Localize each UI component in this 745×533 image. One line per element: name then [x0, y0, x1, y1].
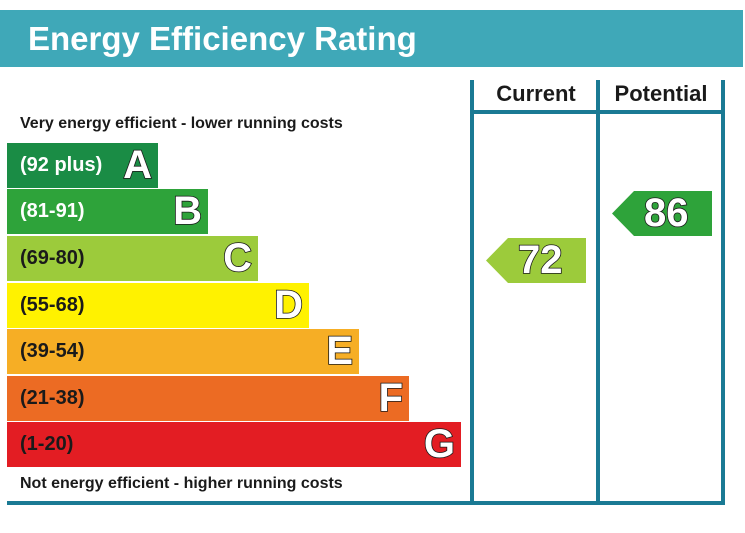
band-g: (1-20) G [7, 421, 461, 467]
band-d: (55-68) D [7, 282, 309, 328]
band-range-label: (55-68) [20, 294, 85, 316]
band-range-label: (39-54) [20, 340, 85, 362]
band-letter: C [222, 235, 252, 281]
divider-middle [596, 80, 600, 504]
band-e: (39-54) E [7, 328, 359, 374]
band-a: (92 plus) A [7, 142, 158, 188]
divider-left [470, 80, 474, 504]
rating-value: 72 [517, 237, 563, 283]
bottom-rule [7, 501, 725, 505]
column-header-potential: Potential [614, 81, 708, 106]
band-range-label: (69-80) [20, 247, 85, 269]
band-letter: E [326, 328, 354, 374]
band-f: (21-38) F [7, 375, 409, 421]
title-banner: Energy Efficiency Rating [0, 10, 743, 67]
arrow-fill [486, 238, 586, 283]
band-c: (69-80) C [7, 235, 258, 281]
header-rule [470, 110, 725, 114]
arrow-fill [612, 191, 712, 236]
arrow-shape [486, 238, 586, 283]
rating-value: 86 [643, 190, 689, 236]
arrow-shape [612, 191, 712, 236]
rating-arrow-current: 72 [486, 237, 586, 283]
band-b: (81-91) B [7, 188, 208, 234]
band-range-label: (21-38) [20, 387, 85, 409]
rating-arrow-potential: 86 [612, 190, 712, 236]
band-letter: B [172, 188, 202, 234]
column-header-current: Current [496, 81, 576, 106]
page-title: Energy Efficiency Rating [28, 20, 417, 57]
caption-inefficient: Not energy efficient - higher running co… [20, 475, 343, 492]
band-range-label: (81-91) [20, 200, 85, 222]
band-range-label: (1-20) [20, 433, 74, 455]
band-letter: A [122, 142, 152, 188]
band-letter: F [378, 375, 404, 421]
band-range-label: (92 plus) [20, 154, 103, 176]
band-letter: D [273, 282, 303, 328]
band-letter: G [423, 421, 456, 467]
divider-right [721, 80, 725, 504]
caption-efficient: Very energy efficient - lower running co… [20, 115, 343, 132]
